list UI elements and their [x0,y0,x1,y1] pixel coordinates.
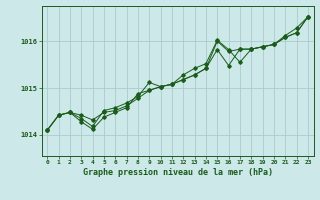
X-axis label: Graphe pression niveau de la mer (hPa): Graphe pression niveau de la mer (hPa) [83,168,273,177]
